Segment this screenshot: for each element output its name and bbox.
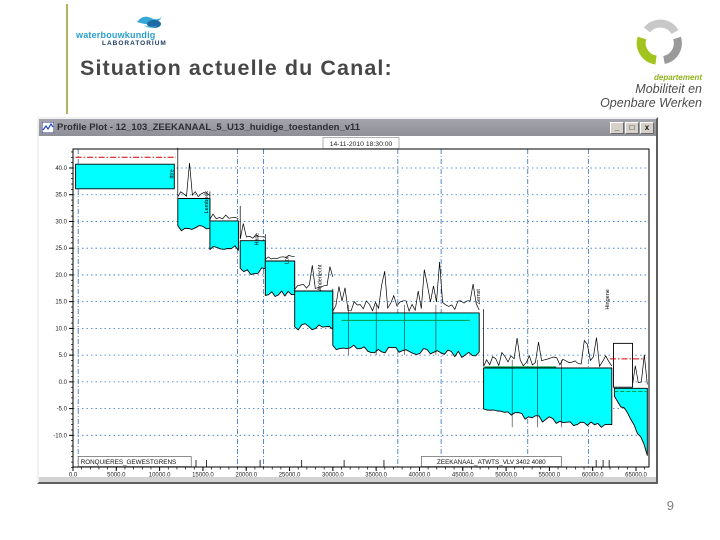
svg-text:Ittre: Ittre (169, 169, 175, 178)
svg-text:65000.0: 65000.0 (625, 473, 647, 478)
window-titlebar[interactable]: Profile Plot - 12_103_ZEEKANAAL_5_U13_hu… (39, 119, 656, 136)
svg-text:20.0: 20.0 (55, 273, 67, 279)
svg-text:10.0: 10.0 (55, 326, 67, 332)
swirl-icon (636, 19, 682, 65)
svg-text:15000.0: 15000.0 (192, 473, 214, 478)
svg-text:25000.0: 25000.0 (279, 473, 301, 478)
logo-right-line2: Openbare Werken (600, 96, 702, 110)
svg-text:30.0: 30.0 (55, 219, 67, 225)
svg-text:30000.0: 30000.0 (322, 473, 344, 478)
svg-text:40000.0: 40000.0 (409, 473, 431, 478)
svg-text:-10.0: -10.0 (53, 433, 67, 439)
svg-text:25.0: 25.0 (55, 246, 67, 252)
svg-text:15.0: 15.0 (55, 300, 67, 306)
svg-text:10000.0: 10000.0 (149, 473, 171, 478)
svg-text:5.0: 5.0 (59, 353, 68, 359)
svg-text:Lembeek: Lembeek (204, 191, 210, 214)
svg-text:Anderlecht: Anderlecht (318, 264, 324, 291)
svg-text:-5.0: -5.0 (57, 407, 68, 413)
svg-text:50000.0: 50000.0 (495, 473, 517, 478)
minimize-button[interactable]: _ (610, 121, 624, 134)
svg-text:20000.0: 20000.0 (235, 473, 257, 478)
maximize-button[interactable]: □ (625, 121, 639, 134)
logo-right-dept: departement (653, 73, 702, 82)
chart-host: Ittre Lembeek Halle Lot Anderlecht Zemst Hinge… (39, 136, 656, 479)
svg-text:Zemst: Zemst (476, 289, 482, 305)
svg-text:60000.0: 60000.0 (582, 473, 604, 478)
close-button[interactable]: x (640, 121, 654, 134)
svg-text:45000.0: 45000.0 (452, 473, 474, 478)
wave-icon (137, 16, 162, 28)
profile-plot-app-icon (42, 122, 54, 133)
logo-left-name: waterbouwkundig (76, 30, 156, 40)
svg-text:40.0: 40.0 (55, 166, 67, 172)
svg-text:Halle: Halle (254, 233, 260, 246)
svg-text:Hingene: Hingene (605, 289, 611, 310)
svg-text:55000.0: 55000.0 (539, 473, 561, 478)
slide-accent-line (66, 4, 68, 114)
svg-text:RONQUIERES_GEWESTGRENS: RONQUIERES_GEWESTGRENS (81, 459, 177, 466)
svg-text:14-11-2010 18:30:00: 14-11-2010 18:30:00 (330, 141, 393, 148)
svg-text:0.0: 0.0 (59, 380, 68, 386)
svg-text:ZEEKANAAL_ATWTS_VLV 3402 4080: ZEEKANAAL_ATWTS_VLV 3402 4080 (437, 459, 546, 466)
profile-plot-chart: Ittre Lembeek Halle Lot Anderlecht Zemst Hinge… (53, 137, 650, 479)
mow-logo: departement Mobiliteit en Openbare Werke… (562, 16, 702, 110)
svg-text:35000.0: 35000.0 (365, 473, 387, 478)
svg-text:35.0: 35.0 (55, 193, 67, 199)
profile-plot-window: Profile Plot - 12_103_ZEEKANAAL_5_U13_hu… (37, 117, 658, 484)
page-number: 9 (666, 498, 674, 513)
window-bottom-strip (39, 477, 656, 482)
waterbouwkundig-logo: waterbouwkundig LABORATORIUM (76, 14, 186, 54)
page-title: Situation actuelle du Canal: (80, 56, 393, 80)
logo-right-line1: Mobiliteit en (635, 82, 702, 96)
svg-text:0.0: 0.0 (69, 473, 78, 478)
svg-text:5000.0: 5000.0 (107, 473, 126, 478)
logo-left-sub: LABORATORIUM (102, 40, 167, 47)
window-title: Profile Plot - 12_103_ZEEKANAAL_5_U13_hu… (57, 122, 361, 133)
svg-text:Lot: Lot (285, 256, 291, 264)
